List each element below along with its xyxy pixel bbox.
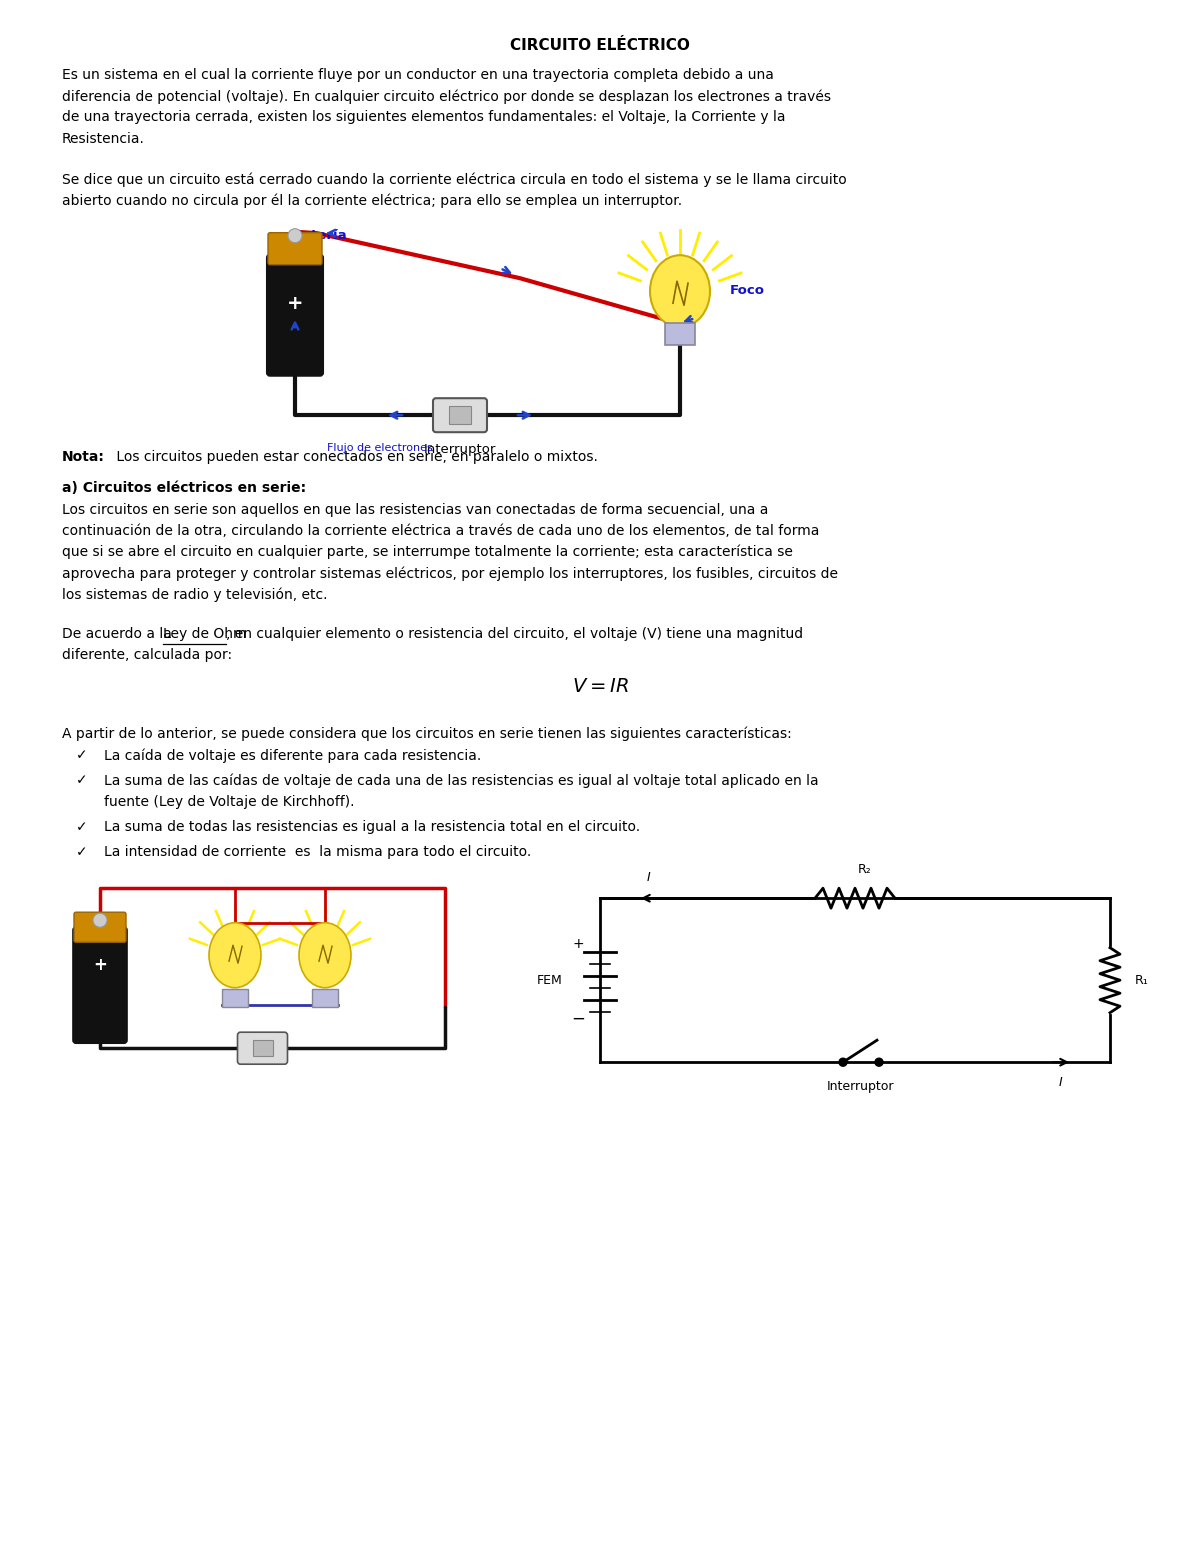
Text: , en cualquier elemento o resistencia del circuito, el voltaje (V) tiene una mag: , en cualquier elemento o resistencia de… <box>226 626 803 640</box>
Text: La suma de las caídas de voltaje de cada una de las resistencias es igual al vol: La suma de las caídas de voltaje de cada… <box>104 773 818 787</box>
Text: fuente (Ley de Voltaje de Kirchhoff).: fuente (Ley de Voltaje de Kirchhoff). <box>104 795 354 809</box>
Text: A partir de lo anterior, se puede considera que los circuitos en serie tienen la: A partir de lo anterior, se puede consid… <box>62 727 792 741</box>
Circle shape <box>288 228 302 242</box>
Text: ✓: ✓ <box>76 773 88 787</box>
Circle shape <box>875 1058 883 1067</box>
Text: a) Circuitos eléctricos en serie:: a) Circuitos eléctricos en serie: <box>62 481 306 495</box>
Text: Es un sistema en el cual la corriente fluye por un conductor en una trayectoria : Es un sistema en el cual la corriente fl… <box>62 68 774 82</box>
FancyBboxPatch shape <box>268 255 323 376</box>
Text: La caída de voltaje es diferente para cada resistencia.: La caída de voltaje es diferente para ca… <box>104 749 481 763</box>
FancyBboxPatch shape <box>73 927 127 1044</box>
Bar <box>665 323 695 345</box>
FancyBboxPatch shape <box>74 912 126 943</box>
Text: diferencia de potencial (voltaje). En cualquier circuito eléctrico por donde se : diferencia de potencial (voltaje). En cu… <box>62 89 830 104</box>
Text: los sistemas de radio y televisión, etc.: los sistemas de radio y televisión, etc. <box>62 587 328 603</box>
Bar <box>222 989 248 1008</box>
Text: Flujo de electrones: Flujo de electrones <box>328 443 433 453</box>
FancyBboxPatch shape <box>268 233 322 264</box>
Bar <box>312 989 338 1008</box>
Bar <box>449 407 470 424</box>
Text: I: I <box>647 871 650 884</box>
Text: Ley de Ohm: Ley de Ohm <box>163 626 246 640</box>
Text: Los circuitos pueden estar conectados en serie, en paralelo o mixtos.: Los circuitos pueden estar conectados en… <box>112 450 598 464</box>
Text: La intensidad de corriente  es  la misma para todo el circuito.: La intensidad de corriente es la misma p… <box>104 845 532 859</box>
Text: Interruptor: Interruptor <box>424 443 496 457</box>
Text: R₂: R₂ <box>858 863 872 876</box>
Text: abierto cuando no circula por él la corriente eléctrica; para ello se emplea un : abierto cuando no circula por él la corr… <box>62 194 682 208</box>
Text: de una trayectoria cerrada, existen los siguientes elementos fundamentales: el V: de una trayectoria cerrada, existen los … <box>62 110 786 124</box>
Text: Los circuitos en serie son aquellos en que las resistencias van conectadas de fo: Los circuitos en serie son aquellos en q… <box>62 503 768 517</box>
Text: Interruptor: Interruptor <box>827 1081 894 1093</box>
Text: ✓: ✓ <box>76 820 88 834</box>
Text: I: I <box>1060 1076 1063 1089</box>
Text: aprovecha para proteger y controlar sistemas eléctricos, por ejemplo los interru: aprovecha para proteger y controlar sist… <box>62 567 838 581</box>
FancyBboxPatch shape <box>433 398 487 432</box>
Text: +: + <box>572 936 584 950</box>
Text: diferente, calculada por:: diferente, calculada por: <box>62 648 232 662</box>
Text: ✓: ✓ <box>76 845 88 859</box>
Text: Nota:: Nota: <box>62 450 104 464</box>
Text: Se dice que un circuito está cerrado cuando la corriente eléctrica circula en to: Se dice que un circuito está cerrado cua… <box>62 172 847 188</box>
Text: CIRCUITO ELÉCTRICO: CIRCUITO ELÉCTRICO <box>510 37 690 53</box>
Text: −: − <box>571 1009 584 1027</box>
Text: La suma de todas las resistencias es igual a la resistencia total en el circuito: La suma de todas las resistencias es igu… <box>104 820 640 834</box>
Text: FEM: FEM <box>538 974 563 986</box>
Text: Resistencia.: Resistencia. <box>62 132 145 146</box>
Text: Foco: Foco <box>730 284 766 297</box>
Text: ✓: ✓ <box>76 749 88 763</box>
Text: que si se abre el circuito en cualquier parte, se interrumpe totalmente la corri: que si se abre el circuito en cualquier … <box>62 545 793 559</box>
Ellipse shape <box>209 922 262 988</box>
Text: Batería: Batería <box>293 230 347 242</box>
Ellipse shape <box>299 922 352 988</box>
Text: $\mathit{V} = \mathit{IR}$: $\mathit{V} = \mathit{IR}$ <box>571 677 629 696</box>
Ellipse shape <box>650 255 710 328</box>
Bar <box>252 1041 272 1056</box>
Text: +: + <box>94 957 107 974</box>
FancyBboxPatch shape <box>238 1033 288 1064</box>
Text: +: + <box>287 294 304 312</box>
Text: continuación de la otra, circulando la corriente eléctrica a través de cada uno : continuación de la otra, circulando la c… <box>62 523 820 537</box>
Circle shape <box>839 1058 847 1067</box>
Circle shape <box>94 913 107 927</box>
Text: De acuerdo a la: De acuerdo a la <box>62 626 176 640</box>
Text: R₁: R₁ <box>1135 974 1148 986</box>
